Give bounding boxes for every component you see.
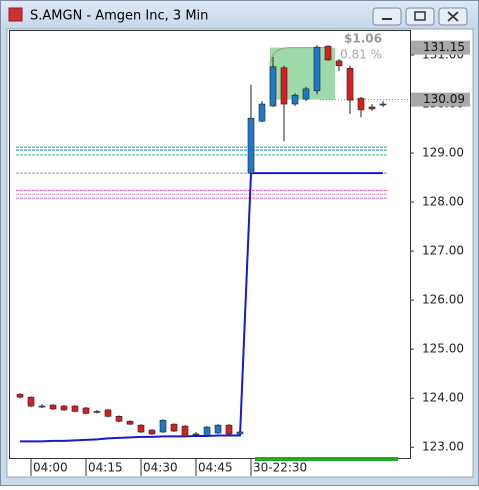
y-tick-label: 127.00	[422, 244, 464, 258]
candle-body	[16, 393, 24, 398]
candle-body	[159, 419, 167, 433]
window-title: S.AMGN - Amgen Inc, 3 Min	[30, 9, 208, 24]
candle-body	[346, 67, 354, 101]
app-icon	[8, 7, 23, 22]
y-tick-label: 125.00	[422, 342, 464, 356]
candle-body	[181, 425, 189, 437]
price-box-label: 131.15	[423, 40, 465, 54]
y-tick-label: 129.00	[422, 146, 464, 160]
candle-body	[170, 423, 178, 432]
plot: 123.00 124.00 125.00 126.00 127.00 128.00 129.…	[16, 32, 470, 476]
x-tick-label: 04:30	[143, 461, 178, 475]
x-tick-label: 04:15	[88, 461, 123, 475]
candle-body	[379, 103, 387, 106]
x-tick-label: 04:45	[198, 461, 233, 475]
candle-body	[258, 103, 266, 122]
candle-body	[192, 433, 200, 436]
candle-body	[93, 411, 101, 413]
y-tick-label: 126.00	[422, 293, 464, 307]
candle-body	[280, 67, 288, 105]
measure-percent: 0.81 %	[340, 48, 382, 62]
candle-body	[236, 431, 244, 435]
indicator-line	[20, 172, 383, 443]
candle-body	[71, 405, 79, 412]
candle-body	[368, 106, 376, 110]
candle-body	[302, 88, 310, 100]
plot-frame	[9, 30, 411, 459]
candle-body	[357, 97, 365, 111]
minimize-button[interactable]	[372, 7, 402, 26]
candle-body	[137, 424, 145, 433]
candle-body	[214, 424, 222, 434]
candle-body	[324, 45, 332, 61]
candle-body	[82, 407, 90, 414]
candle-body	[148, 429, 156, 435]
close-icon	[447, 11, 459, 22]
candle-body	[247, 117, 255, 174]
candle-body	[225, 424, 233, 435]
candle-body	[126, 420, 134, 425]
y-tick-label: 124.00	[422, 391, 464, 405]
y-tick-label: 128.00	[422, 195, 464, 209]
candle-body	[104, 409, 112, 417]
candle-body	[60, 405, 68, 411]
candle-body	[291, 94, 299, 105]
maximize-button[interactable]	[405, 7, 435, 26]
candle-body	[269, 66, 277, 107]
y-tick-label: 123.00	[422, 440, 464, 454]
maximize-icon	[414, 11, 426, 21]
candle-body	[49, 404, 57, 410]
candle-body	[203, 426, 211, 436]
x-tick-label: 04:00	[33, 461, 68, 475]
measure-change: $1.06	[344, 32, 382, 46]
x-tick-label: 30-22:30	[253, 461, 307, 475]
candle-body	[313, 46, 321, 92]
price-box-label: 130.09	[423, 92, 465, 106]
window-buttons[interactable]	[372, 7, 468, 26]
candle-body	[335, 60, 343, 67]
session-bar	[255, 457, 398, 461]
candle-body	[38, 405, 46, 408]
price-box	[411, 92, 470, 107]
price-box	[411, 40, 470, 55]
candle-body	[115, 416, 123, 422]
candle-body	[27, 396, 35, 407]
